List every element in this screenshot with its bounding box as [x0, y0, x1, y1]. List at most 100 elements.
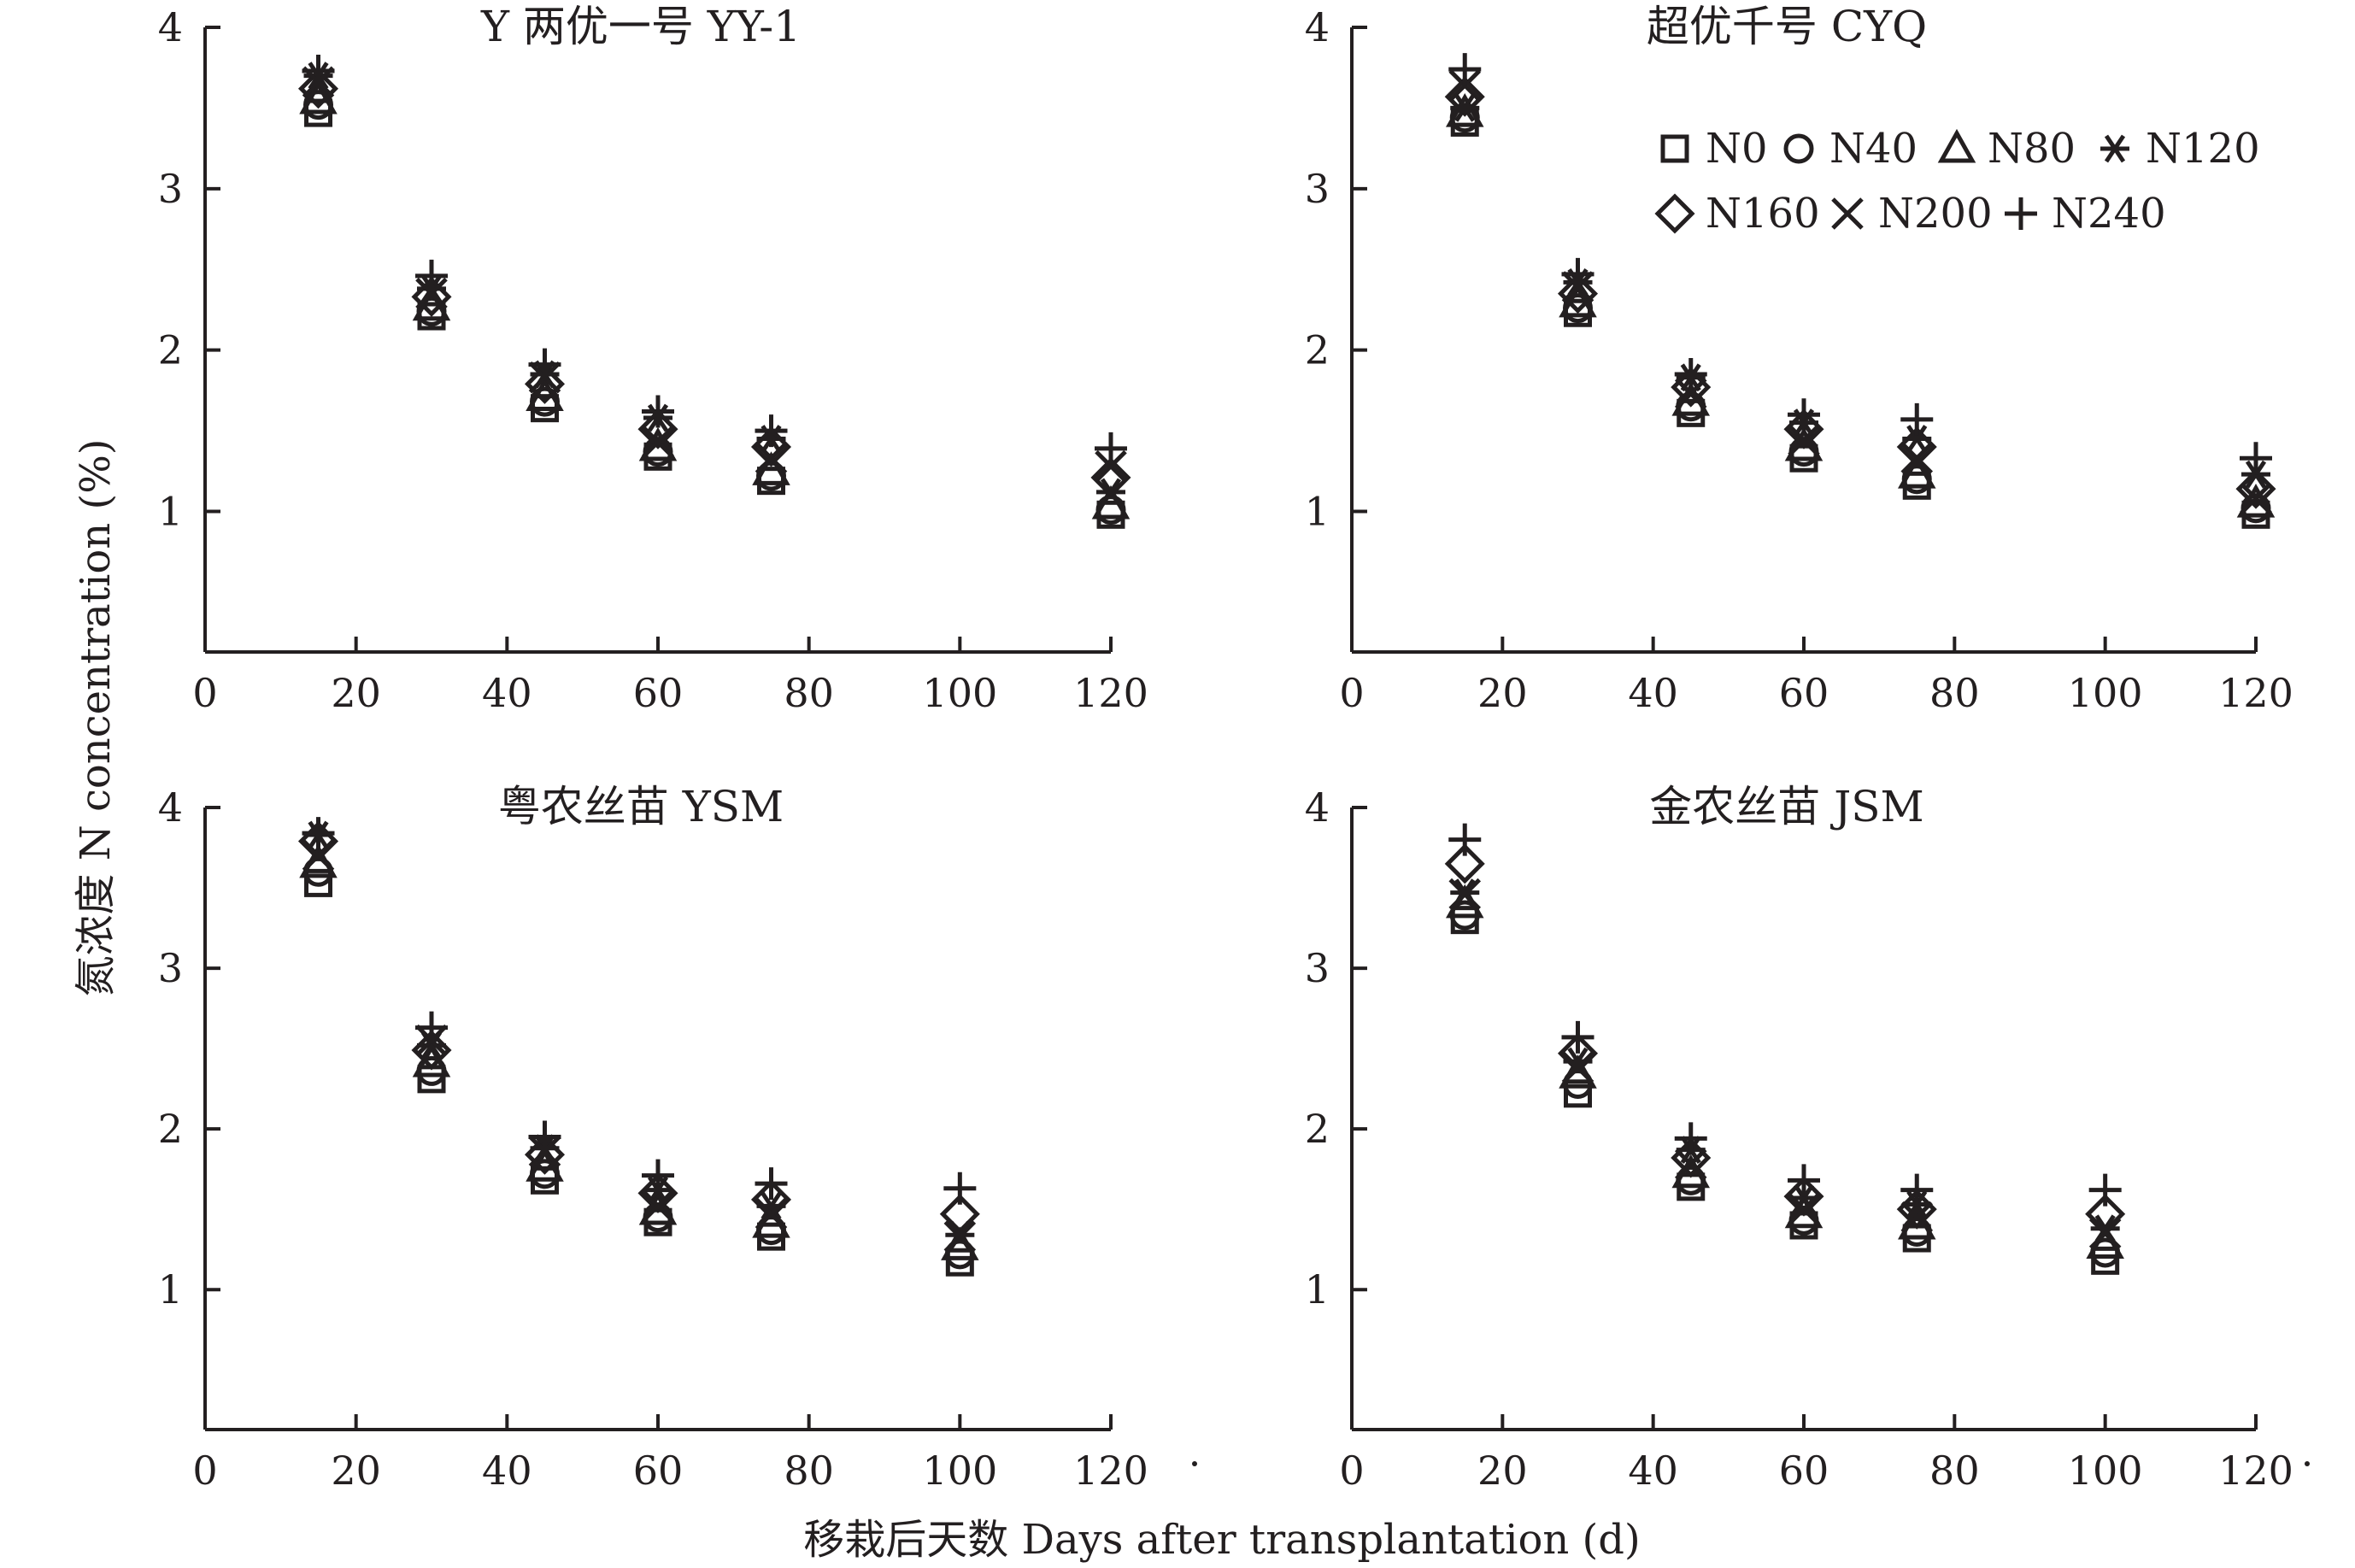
x-tick-label: 100	[922, 670, 997, 716]
legend-label: N80	[1988, 125, 2076, 173]
asterisk-legend-marker	[2100, 134, 2129, 163]
triangle-legend-marker	[1937, 128, 1976, 163]
data-point-N240	[755, 1167, 788, 1201]
data-point-N160	[2235, 468, 2276, 509]
data-point-N160	[939, 1194, 980, 1235]
data-point-N240	[1674, 1122, 1707, 1155]
legend-item-N40: N40	[1783, 125, 1917, 173]
panel-title: Y 两优一号 YY-1	[480, 2, 801, 51]
data-point-N240	[528, 348, 561, 381]
data-point-N240	[1561, 1020, 1594, 1054]
data-point-N80	[1897, 454, 1936, 489]
x-tick-label: 60	[1779, 1448, 1829, 1494]
data-point-N80	[752, 451, 790, 485]
series-N200	[302, 839, 977, 1253]
data-point-N240	[1561, 257, 1594, 291]
data-point-N160	[637, 1172, 678, 1213]
data-point-N80	[638, 1190, 678, 1225]
series-N0	[1450, 906, 2120, 1275]
y-tick-label: 3	[158, 945, 183, 991]
series-N120	[1450, 878, 2120, 1243]
data-point-N160	[524, 1134, 566, 1175]
data-point-N240	[1900, 402, 1934, 436]
data-point-N0	[304, 868, 332, 897]
data-point-N240	[1448, 53, 1482, 86]
data-point-N200	[2088, 1217, 2122, 1250]
data-point-N240	[1674, 358, 1707, 391]
x-tick-label: 60	[633, 1448, 684, 1494]
series-N160	[297, 820, 980, 1235]
data-point-N80	[2236, 483, 2276, 518]
data-point-N160	[411, 1030, 452, 1071]
data-point-N160	[524, 363, 566, 404]
data-point-N160	[1557, 273, 1599, 314]
legend-label: N200	[1878, 190, 1993, 238]
data-point-N240	[1900, 1173, 1934, 1207]
series-N240	[302, 54, 1127, 465]
y-tick-label: 2	[1305, 1106, 1330, 1152]
x-tick-label: 100	[2068, 670, 2143, 716]
x-legend-marker	[1831, 197, 1864, 230]
data-point-N240	[2240, 442, 2272, 475]
y-tick-label: 3	[158, 166, 183, 212]
stray-dot	[2305, 1461, 2310, 1466]
y-tick-label: 1	[158, 489, 183, 535]
data-point-N160	[1090, 457, 1131, 498]
data-point-N160	[1444, 76, 1485, 117]
data-point-N160	[1783, 1176, 1824, 1217]
x-tick-label: 40	[1628, 1448, 1678, 1494]
x-tick-label: 40	[482, 670, 532, 716]
data-point-N160	[637, 408, 678, 449]
data-point-N200	[1561, 1051, 1594, 1084]
panel-title: 超优千号 CYQ	[1647, 2, 1927, 51]
series-N240	[302, 817, 977, 1205]
data-point-N240	[1788, 1164, 1820, 1197]
data-point-N200	[302, 839, 335, 872]
legend: N0 N40 N80 N120 N160 N200 N240	[1192, 125, 2310, 1466]
y-tick-label: 1	[1305, 489, 1330, 535]
x-tick-label: 0	[1339, 670, 1364, 716]
data-point-N200	[1788, 1193, 1820, 1225]
x-tick-label: 100	[2068, 1448, 2143, 1494]
data-point-N80	[1445, 92, 1484, 127]
data-point-N200	[1674, 1148, 1707, 1181]
data-point-N0	[1564, 1079, 1592, 1108]
series-N40	[303, 90, 1126, 526]
data-point-N160	[1783, 408, 1824, 449]
y-tick-label: 2	[158, 327, 183, 373]
x-tick-label: 20	[1477, 1448, 1528, 1494]
legend-item-N200: N200	[1831, 190, 1993, 238]
series-N160	[1444, 843, 2126, 1235]
x-tick-label: 120	[2218, 1448, 2293, 1494]
data-point-N240	[1788, 398, 1820, 432]
x-tick-label: 20	[1477, 670, 1528, 716]
square-legend-marker	[1660, 134, 1689, 163]
y-tick-label: 2	[158, 1106, 183, 1152]
data-point-N240	[943, 1172, 977, 1205]
x-tick-label: 80	[784, 1448, 834, 1494]
data-point-N200	[642, 1189, 674, 1223]
series-N160	[297, 68, 1131, 498]
legend-label: N0	[1706, 125, 1768, 173]
series-N240	[1448, 53, 2272, 475]
data-point-N160	[1444, 843, 1485, 884]
y-tick-label: 4	[158, 784, 183, 831]
x-axis-label: 移栽后天数 Days after transplantation (d)	[803, 1516, 1640, 1564]
y-axis-label: 氮浓度 N concentration (%)	[72, 438, 120, 996]
panel-title: 粤农丝苗 YSM	[498, 782, 784, 831]
data-point-N120	[1450, 94, 1480, 122]
data-point-N240	[528, 1120, 561, 1154]
data-point-N240	[2088, 1173, 2122, 1207]
legend-item-N120: N120	[2100, 125, 2260, 173]
x-tick-label: 60	[633, 670, 684, 716]
x-tick-label: 40	[1628, 670, 1678, 716]
data-point-N80	[1784, 1194, 1824, 1229]
y-tick-label: 1	[158, 1266, 183, 1313]
y-tick-label: 3	[1305, 166, 1330, 212]
data-point-N240	[1095, 432, 1127, 465]
